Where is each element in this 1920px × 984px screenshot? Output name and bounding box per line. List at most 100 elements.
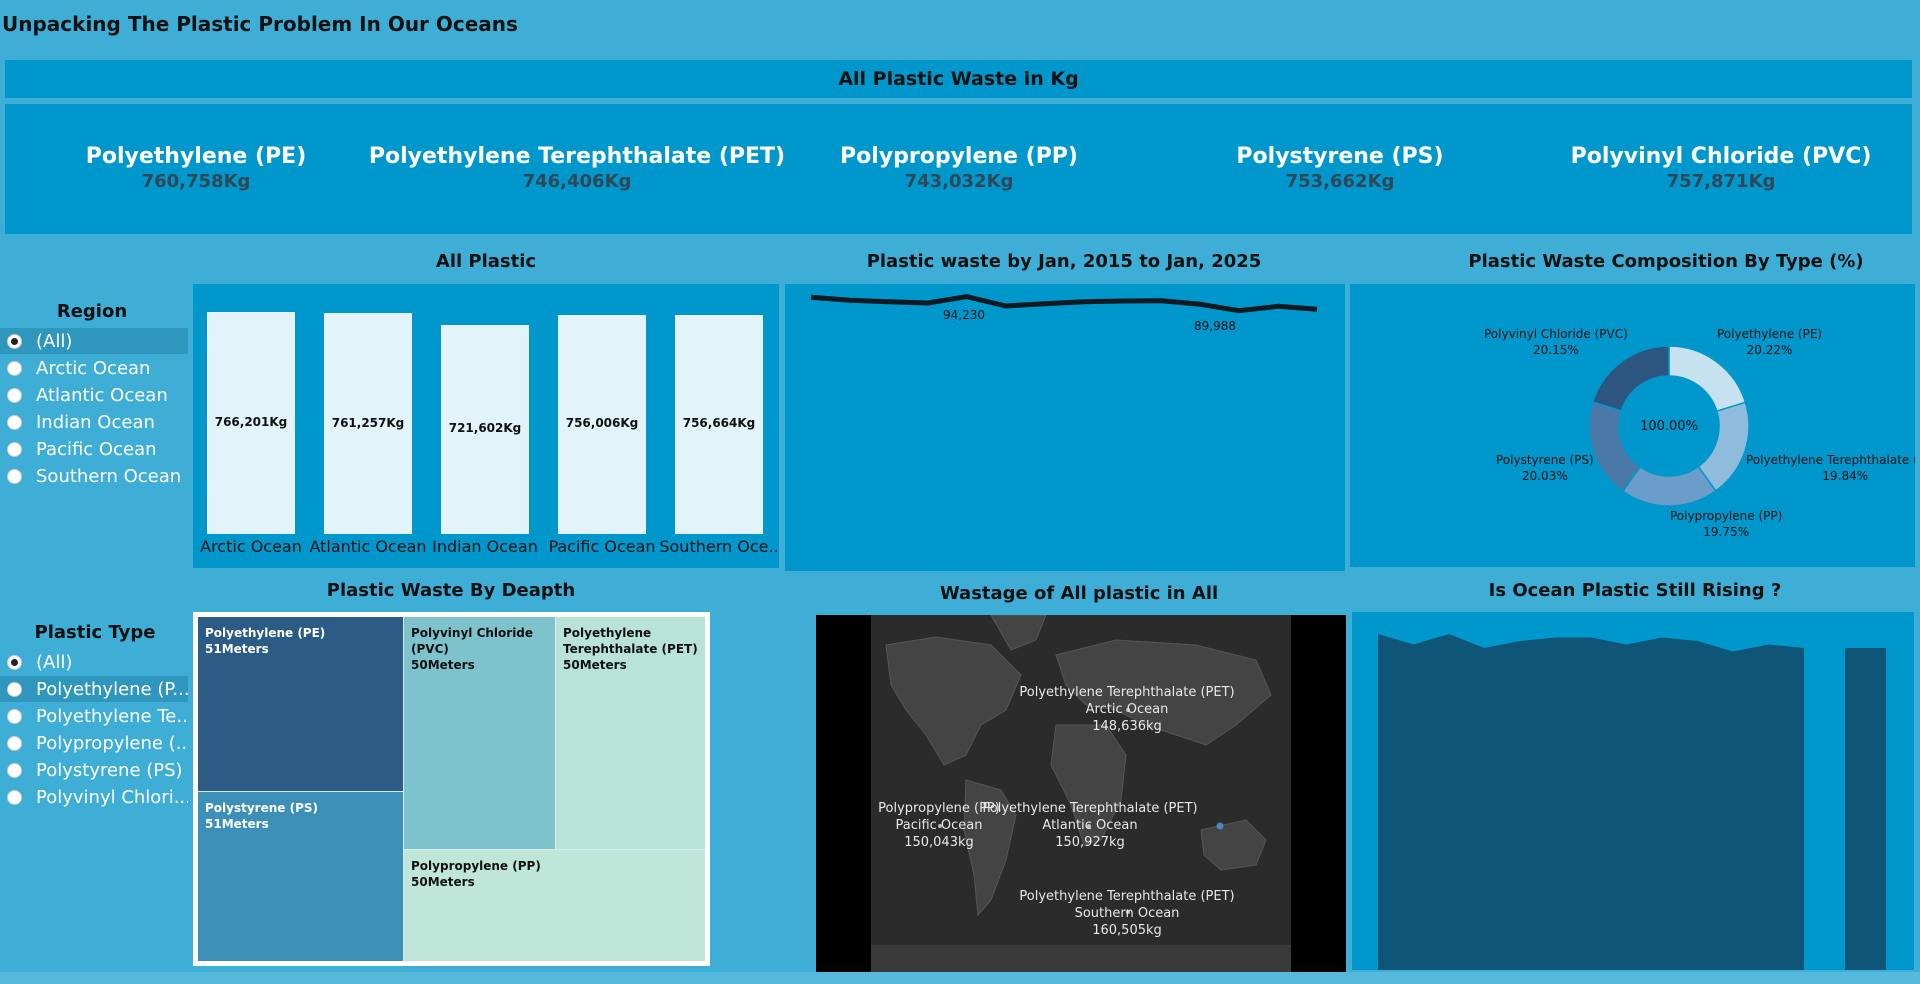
dashboard-title: Unpacking The Plastic Problem In Our Oce… bbox=[2, 12, 518, 36]
type-option-ps[interactable]: Polystyrene (PS) bbox=[0, 757, 188, 783]
treemap-cell-pet[interactable]: Polyethylene Terephthalate (PET) 50Meter… bbox=[555, 617, 705, 849]
radio-icon bbox=[7, 414, 22, 430]
map-label-ocean: Arctic Ocean bbox=[1085, 702, 1169, 717]
bar-value-label: 756,664Kg bbox=[682, 416, 756, 431]
type-option-pe[interactable]: Polyethylene (P... bbox=[0, 676, 188, 702]
kpi-name: Polyethylene (PE) bbox=[85, 144, 307, 169]
cell-depth: 50Meters bbox=[411, 658, 475, 672]
indian-ocean-point[interactable] bbox=[1216, 822, 1224, 830]
africa-shape bbox=[1050, 724, 1127, 846]
radio-icon bbox=[7, 762, 22, 778]
kpi-value: 746,406Kg bbox=[522, 171, 632, 192]
treemap-cell-pe[interactable]: Polyethylene (PE) 51Meters bbox=[198, 617, 403, 791]
bar-value-label: 756,006Kg bbox=[565, 416, 639, 431]
trend-line bbox=[810, 294, 1318, 314]
map-label-type: Polyethylene Terephthalate (PET) bbox=[982, 801, 1198, 816]
treemap-cell-pvc[interactable]: Polyvinyl Chloride (PVC) 50Meters bbox=[403, 617, 555, 849]
map-label-value: 150,043kg bbox=[904, 835, 974, 850]
kpi-value: 753,662Kg bbox=[1285, 171, 1395, 192]
pacific-ocean-point[interactable] bbox=[938, 824, 942, 828]
bar[interactable] bbox=[207, 311, 295, 534]
type-option-all[interactable]: (All) bbox=[0, 649, 188, 675]
bar-value-label: 721,602Kg bbox=[448, 421, 522, 436]
radio-icon bbox=[7, 387, 22, 403]
arctic-ocean-point[interactable] bbox=[1126, 708, 1130, 712]
map-view[interactable]: Polyethylene Terephthalate (PET) Arctic O… bbox=[816, 615, 1346, 972]
region-option-arctic[interactable]: Arctic Ocean bbox=[0, 355, 188, 381]
bar-category-label: Pacific Ocean bbox=[548, 537, 656, 556]
region-option-indian[interactable]: Indian Ocean bbox=[0, 409, 188, 435]
slice-name: Polyethylene (PE) bbox=[1717, 327, 1823, 341]
region-filter-title: Region bbox=[56, 301, 128, 322]
cell-depth: 50Meters bbox=[563, 658, 627, 672]
type-option-pp[interactable]: Polypropylene (... bbox=[0, 730, 188, 756]
option-label: Indian Ocean bbox=[36, 411, 155, 433]
cell-name: Polyethylene Terephthalate (PET) bbox=[563, 626, 698, 656]
bar-category-label: Indian Ocean bbox=[432, 537, 538, 556]
cell-depth: 51Meters bbox=[205, 817, 269, 831]
area-chart-title: Is Ocean Plastic Still Rising ? bbox=[1488, 580, 1782, 601]
bar-value-label: 761,257Kg bbox=[331, 415, 405, 430]
slice-pvc[interactable] bbox=[1591, 345, 1670, 412]
line-chart-svg: 94,230 89,988 bbox=[810, 294, 1318, 333]
slice-ps[interactable] bbox=[1588, 401, 1642, 493]
bar-category-label: Southern Oce.. bbox=[659, 537, 779, 556]
radio-selected-icon bbox=[7, 654, 22, 670]
bar[interactable] bbox=[675, 314, 763, 534]
treemap-cell-ps[interactable]: Polystyrene (PS) 51Meters bbox=[198, 791, 403, 961]
bar[interactable] bbox=[558, 314, 646, 534]
map-label-southern: Polyethylene Terephthalate (PET) Southern… bbox=[1019, 888, 1234, 939]
slice-pct: 20.15% bbox=[1533, 343, 1579, 357]
option-label: Atlantic Ocean bbox=[36, 384, 168, 406]
type-option-pvc[interactable]: Polyvinyl Chlori... bbox=[0, 784, 188, 810]
donut-svg: 100.00% bbox=[1588, 345, 1750, 507]
map-title: Wastage of All plastic in All bbox=[939, 583, 1219, 604]
map-label-pacific: Polypropylene (PP) Pacific Ocean 150,043kg bbox=[878, 800, 1000, 851]
kpi-pp: Polypropylene (PP) 743,032Kg bbox=[840, 144, 1078, 192]
kpi-name: Polyvinyl Chloride (PVC) bbox=[1570, 144, 1872, 169]
bar[interactable] bbox=[441, 324, 529, 534]
donut-label-pvc: Polyvinyl Chloride (PVC) 20.15% bbox=[1484, 326, 1628, 358]
treemap: Polyethylene (PE) 51Meters Polystyrene (… bbox=[193, 612, 710, 966]
kpi-band: Polyethylene (PE) 760,758Kg Polyethylene… bbox=[5, 104, 1912, 234]
radio-selected-icon bbox=[7, 333, 22, 349]
map-label-type: Polyethylene Terephthalate (PET) bbox=[1019, 685, 1235, 700]
option-label: Polyethylene Te... bbox=[36, 705, 188, 727]
type-filter: (All) Polyethylene (P... Polyethylene Te… bbox=[0, 649, 190, 809]
option-label: Polyvinyl Chlori... bbox=[36, 786, 188, 808]
region-option-all[interactable]: (All) bbox=[0, 328, 188, 354]
donut-label-ps: Polystyrene (PS) 20.03% bbox=[1496, 452, 1594, 484]
region-option-southern[interactable]: Southern Ocean bbox=[0, 463, 188, 489]
bar[interactable] bbox=[324, 313, 412, 534]
australia-shape bbox=[1200, 819, 1267, 871]
donut-label-pp: Polypropylene (PP) 19.75% bbox=[1670, 508, 1782, 540]
slice-pct: 19.84% bbox=[1822, 469, 1869, 483]
type-option-pet[interactable]: Polyethylene Te... bbox=[0, 703, 188, 729]
option-label: (All) bbox=[36, 651, 73, 673]
treemap-cell-pp[interactable]: Polypropylene (PP) 50Meters bbox=[403, 849, 705, 961]
greenland-shape bbox=[990, 615, 1047, 651]
option-label: Polystyrene (PS) bbox=[36, 759, 183, 781]
bar-category-label: Atlantic Ocean bbox=[309, 537, 427, 556]
region-filter: (All) Arctic Ocean Atlantic Ocean Indian… bbox=[0, 328, 190, 488]
eurasia-shape bbox=[1055, 639, 1272, 746]
option-label: Polyethylene (P... bbox=[36, 678, 188, 700]
slice-pct: 19.75% bbox=[1703, 525, 1750, 539]
north-america-shape bbox=[885, 636, 1022, 766]
atlantic-ocean-point[interactable] bbox=[1087, 824, 1091, 828]
map-label-type: Polypropylene (PP) bbox=[878, 801, 1000, 816]
area-series-latest[interactable] bbox=[1845, 648, 1886, 970]
map-label-ocean: Southern Ocean bbox=[1074, 906, 1180, 921]
region-option-pacific[interactable]: Pacific Ocean bbox=[0, 436, 188, 462]
area-series[interactable] bbox=[1378, 634, 1804, 970]
map-label-ocean: Atlantic Ocean bbox=[1042, 818, 1138, 833]
map-label-ocean: Pacific Ocean bbox=[895, 818, 983, 833]
donut-label-pet: Polyethylene Terephthalate (PET) 19.84% bbox=[1746, 452, 1915, 484]
region-option-atlantic[interactable]: Atlantic Ocean bbox=[0, 382, 188, 408]
kpi-pet: Polyethylene Terephthalate (PET) 746,406… bbox=[369, 144, 785, 192]
option-label: (All) bbox=[36, 330, 73, 352]
kpi-header: All Plastic Waste in Kg bbox=[5, 60, 1912, 98]
southern-ocean-point[interactable] bbox=[1126, 910, 1130, 914]
kpi-ps: Polystyrene (PS) 753,662Kg bbox=[1236, 144, 1443, 192]
south-america-shape bbox=[963, 779, 1017, 917]
